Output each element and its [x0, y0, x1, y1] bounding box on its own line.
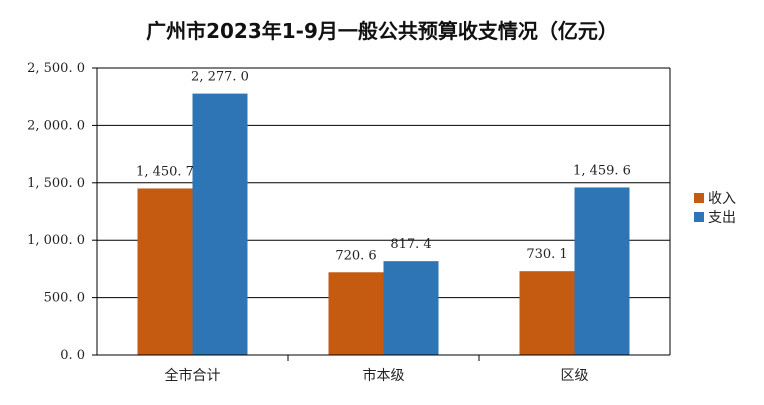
y-tick-label: 2, 000. 0 [27, 118, 85, 133]
category-label: 全市合计 [165, 367, 221, 384]
category-labels: 全市合计 市本级 区级 [165, 367, 589, 384]
bar-支出 [574, 187, 630, 355]
bar-支出 [192, 93, 248, 355]
data-labels: 1, 450. 7 2, 277. 0 720. 6 817. 4 730. 1 1, 4… [136, 70, 631, 264]
bar-收入 [519, 271, 575, 355]
y-axis-ticks: 0. 0 500. 0 1, 000. 0 1, 500. 0 2, 000. 0 2, … [27, 61, 97, 363]
legend-label: 支出 [708, 210, 736, 226]
data-label: 1, 450. 7 [136, 164, 194, 179]
bar-支出 [383, 261, 439, 355]
chart-title: 广州市2023年1-9月一般公共预算收支情况（亿元） [146, 19, 618, 43]
category-label: 市本级 [363, 367, 405, 384]
legend-swatch-收入 [694, 193, 704, 203]
data-label: 730. 1 [526, 247, 567, 262]
legend-label: 收入 [708, 191, 736, 207]
legend-swatch-支出 [694, 212, 704, 222]
y-tick-label: 1, 000. 0 [27, 233, 85, 248]
data-label: 1, 459. 6 [573, 163, 631, 178]
y-tick-label: 0. 0 [60, 348, 85, 363]
data-label: 2, 277. 0 [191, 70, 249, 85]
category-label: 区级 [561, 368, 589, 384]
bar-收入 [137, 188, 193, 355]
axes [96, 68, 671, 361]
data-label: 720. 6 [335, 248, 376, 263]
data-label: 817. 4 [390, 237, 431, 252]
y-tick-label: 1, 500. 0 [27, 176, 85, 191]
y-tick-label: 500. 0 [44, 291, 85, 306]
bar-收入 [328, 272, 384, 355]
bars [137, 93, 630, 355]
y-tick-label: 2, 500. 0 [27, 61, 85, 76]
